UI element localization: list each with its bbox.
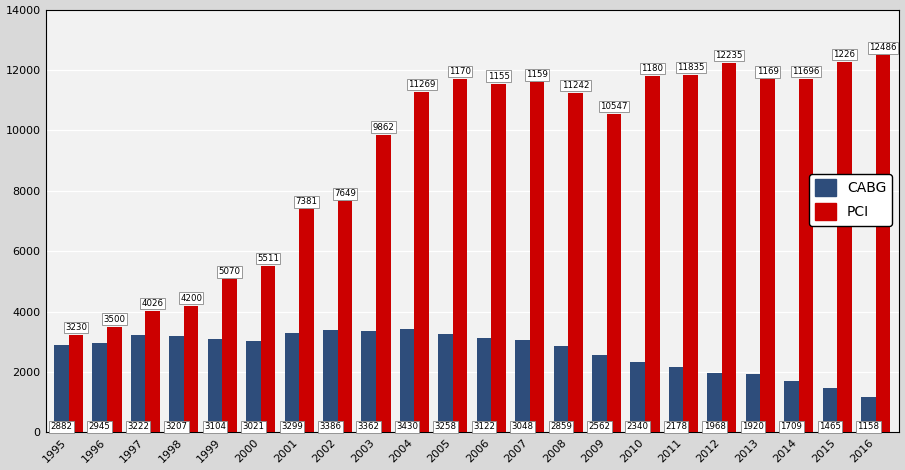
Text: 3021: 3021 — [243, 422, 264, 431]
Text: 12235: 12235 — [716, 51, 743, 60]
Text: 12486: 12486 — [869, 43, 897, 52]
Text: 4026: 4026 — [142, 299, 164, 308]
Bar — [760, 79, 775, 432]
Text: 3048: 3048 — [511, 422, 533, 431]
Bar — [861, 398, 876, 432]
Text: 1920: 1920 — [742, 422, 764, 431]
Bar — [491, 84, 506, 432]
Bar — [146, 311, 160, 432]
Text: 2340: 2340 — [627, 422, 649, 431]
Bar — [246, 341, 261, 432]
Text: 11242: 11242 — [562, 81, 589, 90]
Text: 3207: 3207 — [166, 422, 187, 431]
Bar — [169, 336, 184, 432]
Bar — [452, 79, 468, 432]
Bar — [708, 373, 722, 432]
Bar — [529, 82, 544, 432]
Text: 2882: 2882 — [51, 422, 72, 431]
Bar — [477, 338, 491, 432]
Text: 11696: 11696 — [793, 67, 820, 76]
Text: 3222: 3222 — [128, 422, 149, 431]
Bar — [361, 331, 376, 432]
Text: 2945: 2945 — [89, 422, 110, 431]
Bar — [683, 75, 698, 432]
Bar — [400, 329, 414, 432]
Bar — [592, 355, 606, 432]
Bar — [300, 210, 314, 432]
Bar — [669, 367, 683, 432]
Bar — [631, 362, 645, 432]
Text: 2562: 2562 — [588, 422, 610, 431]
Text: 3104: 3104 — [204, 422, 226, 431]
Bar — [261, 266, 275, 432]
Bar — [645, 76, 660, 432]
Bar — [107, 327, 121, 432]
Bar — [131, 335, 146, 432]
Text: 2859: 2859 — [550, 422, 572, 431]
Bar — [746, 375, 760, 432]
Bar — [568, 93, 583, 432]
Bar — [438, 334, 452, 432]
Text: 1709: 1709 — [780, 422, 803, 431]
Bar — [414, 92, 429, 432]
Text: 11269: 11269 — [408, 80, 435, 89]
Bar — [554, 346, 568, 432]
Bar — [376, 134, 391, 432]
Bar — [837, 62, 852, 432]
Text: 1180: 1180 — [642, 64, 663, 73]
Text: 3362: 3362 — [357, 422, 380, 431]
Text: 3430: 3430 — [396, 422, 418, 431]
Bar — [223, 279, 237, 432]
Text: 4200: 4200 — [180, 294, 202, 303]
Text: 3122: 3122 — [473, 422, 495, 431]
Bar — [323, 330, 338, 432]
Bar — [284, 333, 300, 432]
Legend: CABG, PCI: CABG, PCI — [809, 174, 891, 226]
Text: 3258: 3258 — [434, 422, 457, 431]
Bar — [338, 202, 352, 432]
Text: 3386: 3386 — [319, 422, 341, 431]
Text: 2178: 2178 — [665, 422, 687, 431]
Bar — [876, 55, 891, 432]
Bar — [92, 344, 107, 432]
Bar — [208, 339, 223, 432]
Bar — [54, 345, 69, 432]
Text: 1170: 1170 — [449, 67, 472, 76]
Text: 3230: 3230 — [65, 323, 87, 332]
Text: 1155: 1155 — [488, 71, 510, 80]
Bar — [69, 335, 83, 432]
Bar — [184, 306, 198, 432]
Bar — [799, 79, 814, 432]
Text: 3299: 3299 — [281, 422, 303, 431]
Text: 1158: 1158 — [857, 422, 880, 431]
Text: 3500: 3500 — [103, 315, 125, 324]
Text: 1465: 1465 — [819, 422, 841, 431]
Text: 1968: 1968 — [704, 422, 726, 431]
Bar — [515, 340, 529, 432]
Bar — [722, 63, 737, 432]
Text: 7649: 7649 — [334, 189, 356, 198]
Text: 10547: 10547 — [600, 102, 628, 111]
Text: 5070: 5070 — [219, 267, 241, 276]
Text: 9862: 9862 — [372, 123, 395, 132]
Text: 1226: 1226 — [834, 50, 855, 59]
Bar — [823, 388, 837, 432]
Bar — [606, 114, 621, 432]
Text: 1169: 1169 — [757, 67, 778, 76]
Bar — [784, 381, 799, 432]
Text: 5511: 5511 — [257, 254, 279, 263]
Text: 7381: 7381 — [295, 197, 318, 206]
Text: 11835: 11835 — [677, 63, 704, 72]
Text: 1159: 1159 — [526, 70, 548, 79]
